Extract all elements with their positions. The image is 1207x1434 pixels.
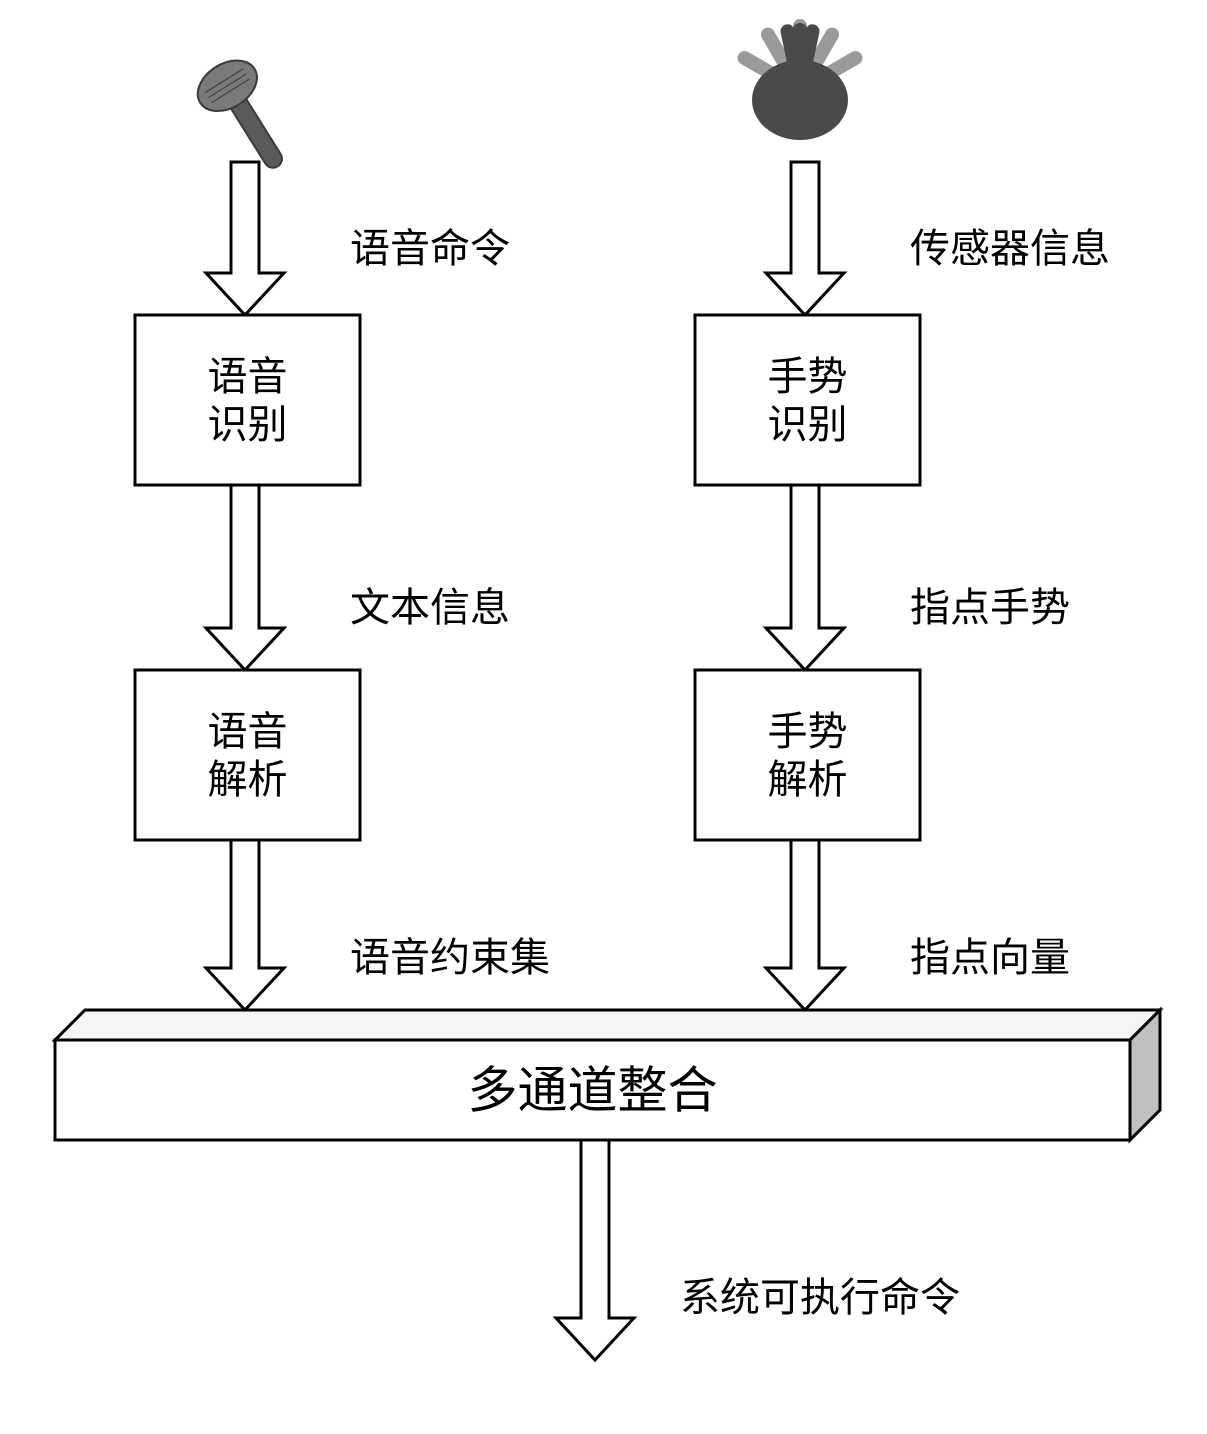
arrow-gesture-2	[766, 485, 844, 670]
label-executable-cmd: 系统可执行命令	[680, 1265, 960, 1323]
arrow-output	[556, 1140, 634, 1360]
svg-text:识别: 识别	[208, 402, 288, 447]
hand-icon	[735, 19, 865, 140]
arrow-gesture-1	[766, 162, 844, 315]
arrow-voice-3	[206, 840, 284, 1010]
arrow-gesture-3	[766, 840, 844, 1010]
banner-multichannel: 多通道整合	[55, 1010, 1160, 1140]
svg-text:解析: 解析	[768, 757, 848, 802]
label-voice-constraint: 语音约束集	[350, 925, 550, 983]
box-speech-parsing: 语音解析	[135, 670, 360, 840]
box-gesture-recognition: 手势识别	[695, 315, 920, 485]
box-speech-recognition: 语音识别	[135, 315, 360, 485]
label-sensor-info: 传感器信息	[910, 216, 1110, 274]
arrow-voice-2	[206, 485, 284, 670]
svg-text:语音: 语音	[208, 709, 288, 754]
label-pointing-vector: 指点向量	[910, 925, 1070, 983]
svg-text:多通道整合: 多通道整合	[468, 1063, 718, 1119]
label-voice-command: 语音命令	[350, 216, 510, 274]
svg-text:手势: 手势	[768, 354, 848, 399]
label-pointing-gesture: 指点手势	[910, 575, 1070, 633]
svg-text:识别: 识别	[768, 402, 848, 447]
diagram-stage: 语音识别手势识别语音解析手势解析多通道整合 语音命令 传感器信息 文本信息 指点…	[0, 0, 1207, 1434]
svg-text:语音: 语音	[208, 354, 288, 399]
svg-text:手势: 手势	[768, 709, 848, 754]
box-gesture-parsing: 手势解析	[695, 670, 920, 840]
svg-text:解析: 解析	[208, 757, 288, 802]
arrow-voice-1	[206, 162, 284, 315]
label-text-info: 文本信息	[350, 575, 510, 633]
